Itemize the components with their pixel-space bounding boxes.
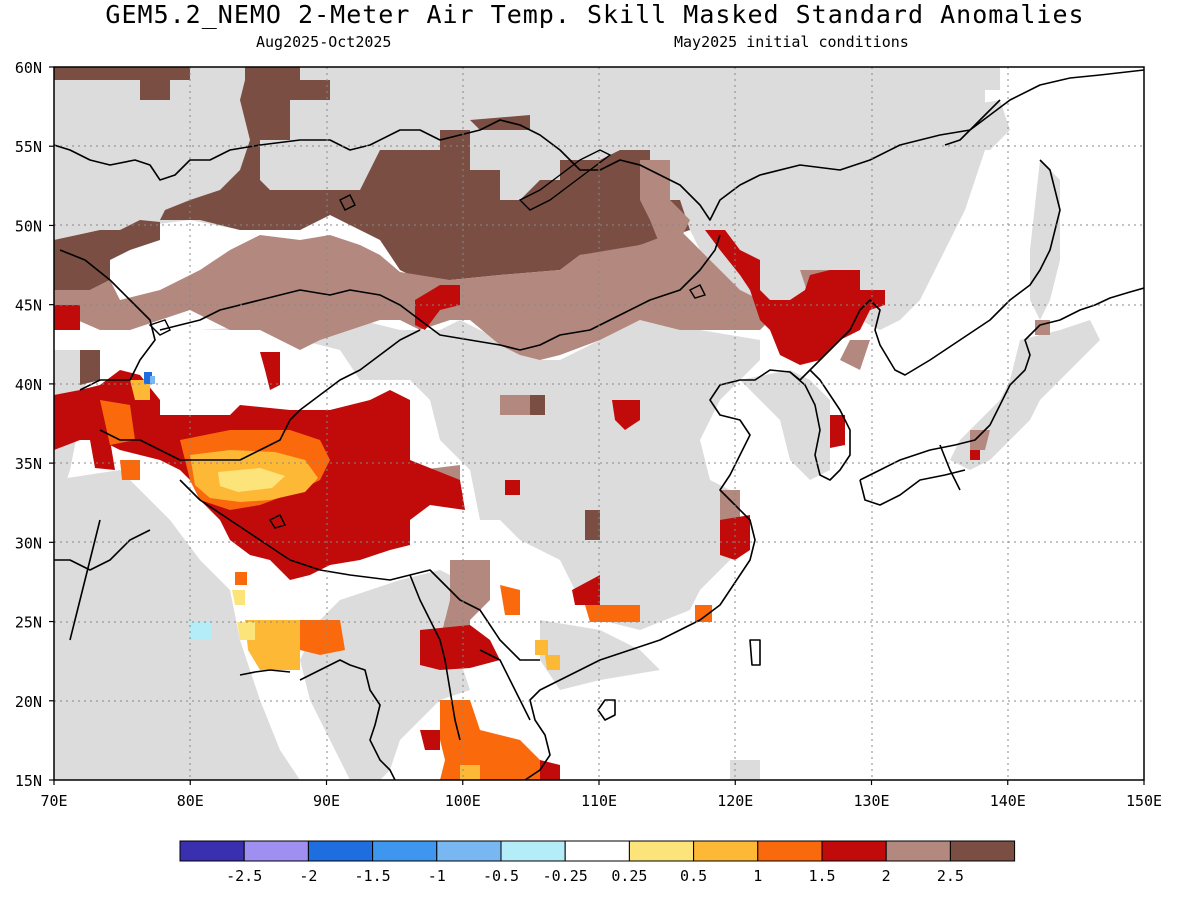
colorbar-swatch — [307, 840, 374, 862]
lon-tick-label: 120E — [717, 792, 753, 810]
lat-tick-label: 55N — [15, 138, 42, 156]
colorbar-label: 0.25 — [611, 867, 647, 885]
colorbar-swatch — [564, 840, 630, 862]
colorbar-swatch — [500, 840, 566, 862]
forecast-period: Aug2025-Oct2025 — [256, 33, 392, 51]
colorbar-label: -2 — [299, 867, 317, 885]
lat-tick-label: 45N — [15, 297, 42, 315]
lon-tick-label: 140E — [990, 792, 1026, 810]
lat-tick-label: 35N — [15, 455, 42, 473]
colorbar: -2.5 -2 -1.5 -1 -0.5 -0.25 0.25 0.5 1 1.5 2 2.5 — [179, 840, 1016, 885]
colorbar-swatch — [436, 840, 502, 862]
coastlines-borders — [54, 69, 1144, 780]
colorbar-label: 2.5 — [937, 867, 964, 885]
colorbar-label: -1 — [428, 867, 446, 885]
lon-tick-label: 130E — [853, 792, 889, 810]
lakes — [148, 149, 706, 529]
colorbar-label: 1 — [753, 867, 762, 885]
colorbar-swatch — [179, 840, 245, 862]
colorbar-label: -0.5 — [483, 867, 519, 885]
colorbar-label: -0.25 — [543, 867, 588, 885]
lat-tick-label: 40N — [15, 376, 42, 394]
lon-tick-label: 110E — [581, 792, 617, 810]
lon-tick-label: 80E — [177, 792, 204, 810]
colorbar-swatch — [821, 840, 887, 862]
lon-tick-label: 100E — [445, 792, 481, 810]
colorbar-label: 1.5 — [808, 867, 835, 885]
colorbar-swatch — [243, 840, 309, 862]
colorbar-label: 2 — [882, 867, 891, 885]
lat-tick-label: 15N — [15, 772, 42, 790]
axis-ticks: 70E 80E 90E 100E 110E 120E 130E 140E 150E 60N 55N 5… — [15, 59, 1162, 810]
colorbar-swatch — [885, 840, 951, 862]
anomaly-2-to-2.5 — [54, 160, 1050, 640]
colorbar-label: -2.5 — [226, 867, 262, 885]
lat-tick-label: 25N — [15, 614, 42, 632]
colorbar-swatch — [949, 840, 1016, 862]
lon-tick-label: 70E — [40, 792, 67, 810]
anomaly-0.5 — [218, 468, 285, 640]
map-plot-area — [54, 67, 1144, 780]
lon-tick-label: 90E — [313, 792, 340, 810]
colorbar-label: -1.5 — [355, 867, 391, 885]
lat-tick-label: 30N — [15, 534, 42, 552]
negative-anomaly-spots — [144, 372, 212, 639]
lat-tick-label: 20N — [15, 693, 42, 711]
anomaly-2.5-plus — [54, 67, 690, 540]
colorbar-swatch — [693, 840, 759, 862]
lat-tick-label: 50N — [15, 217, 42, 235]
colorbar-swatch — [372, 840, 438, 862]
colorbar-swatch — [757, 840, 823, 862]
gridlines — [54, 67, 1144, 780]
lat-tick-label: 60N — [15, 59, 42, 77]
lon-tick-label: 150E — [1126, 792, 1162, 810]
colorbar-swatch — [628, 840, 695, 862]
colorbar-label: 0.5 — [680, 867, 707, 885]
map-title: GEM5.2_NEMO 2-Meter Air Temp. Skill Mask… — [105, 0, 1085, 29]
initial-conditions: May2025 initial conditions — [674, 33, 909, 51]
